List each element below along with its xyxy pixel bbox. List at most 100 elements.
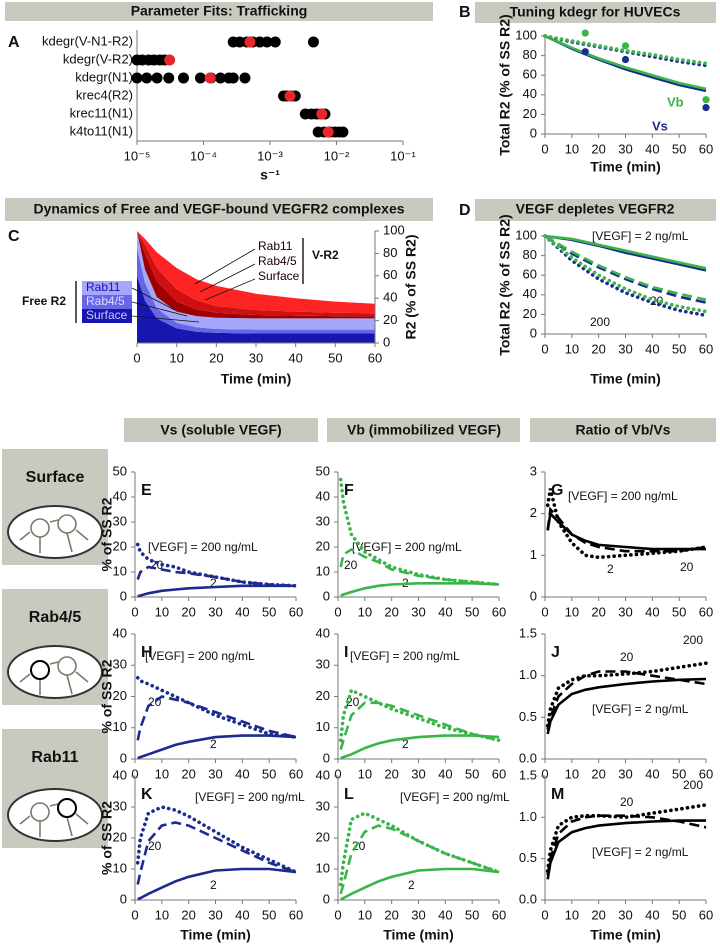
y-tick-label: 0 — [323, 750, 330, 765]
title-box — [475, 199, 716, 221]
y-tick-label: 30 — [316, 657, 330, 672]
annotation: 2 — [408, 878, 415, 892]
x-tick-label: 10 — [565, 766, 579, 781]
x-tick-label: 60 — [699, 604, 713, 619]
series-line — [137, 734, 297, 760]
panel-letter: E — [141, 482, 152, 499]
y-tick-label: 30 — [316, 798, 330, 813]
stacked-area — [137, 231, 375, 314]
x-tick-label: 40 — [645, 907, 659, 922]
y-tick-label: 0 — [530, 588, 537, 603]
x-tick-label: 60 — [492, 766, 506, 781]
title-box — [475, 2, 716, 23]
category-label: krec11(N1) — [70, 105, 133, 120]
panel-letter: K — [141, 786, 153, 803]
y-tick-label: 3 — [530, 463, 537, 478]
x-tick-label: 50 — [465, 604, 479, 619]
x-tick-label: 40 — [288, 350, 302, 365]
annotation: [VEGF] = 2 ng/mL — [592, 229, 689, 243]
fit-point — [151, 72, 163, 84]
annotation: [VEGF] = 2 ng/mL — [592, 702, 689, 716]
leader-line — [131, 287, 176, 311]
y-tick-label: 30 — [113, 657, 127, 672]
series-line — [543, 234, 708, 314]
x-tick-label: 0 — [541, 907, 548, 922]
annotation: [VEGF] = 2 ng/mL — [592, 845, 689, 859]
series-line — [543, 34, 708, 66]
x-tick-label: 30 — [618, 604, 632, 619]
panel-letter: F — [344, 482, 354, 499]
x-tick-label: 30 — [411, 604, 425, 619]
panel-letter: D — [459, 202, 471, 219]
y-tick-label: 0 — [383, 334, 390, 349]
x-tick-label: 0 — [131, 907, 138, 922]
y-tick-label: 20 — [523, 306, 537, 321]
x-tick-label: 20 — [591, 604, 605, 619]
data-point — [621, 55, 630, 64]
x-tick-label: 10⁻¹ — [390, 148, 416, 163]
annotation: 200 — [590, 315, 610, 329]
y-tick-label: 2 — [530, 505, 537, 520]
panel-letter: I — [344, 644, 348, 661]
leader-line — [204, 278, 256, 301]
y-tick-label: 10 — [113, 563, 127, 578]
x-tick-label: 30 — [249, 350, 263, 365]
x-tick-label: 50 — [262, 766, 276, 781]
y-tick-label: 100 — [515, 27, 537, 42]
y-axis-label: Total R2 (% of SS R2) — [497, 14, 513, 155]
y-tick-label: 0.0 — [519, 750, 537, 765]
x-tick-label: 10 — [155, 604, 169, 619]
panel-letter: L — [344, 786, 354, 803]
y-tick-label: 40 — [383, 290, 397, 305]
column-box — [327, 418, 520, 442]
fit-point — [322, 126, 334, 138]
panel-letter: A — [8, 34, 20, 51]
chart-title: Parameter Fits: Trafficking — [131, 3, 308, 19]
y-tick-label: 10 — [316, 719, 330, 734]
x-tick-label: 0 — [133, 350, 140, 365]
x-tick-label: 0 — [334, 766, 341, 781]
row-label: Rab4/5 — [29, 609, 82, 626]
series-line — [544, 234, 707, 304]
fit-point — [177, 72, 189, 84]
column-box — [124, 418, 318, 442]
stacked-area — [137, 231, 375, 330]
x-tick-label: 20 — [181, 604, 195, 619]
panel-letter: J — [551, 644, 560, 661]
legend-label: Rab11 — [258, 239, 293, 253]
legend-swatch — [82, 309, 132, 323]
legend-label: Rab4/5 — [258, 254, 297, 268]
x-tick-label: 60 — [699, 766, 713, 781]
panel-letter: G — [551, 482, 563, 499]
x-tick-label: 10 — [358, 766, 372, 781]
y-tick-label: 0 — [120, 750, 127, 765]
chart-title: Tuning kdegr for HUVECs — [510, 4, 681, 20]
y-axis-label: % of SS R2 — [99, 497, 115, 571]
x-tick-label: 50 — [262, 907, 276, 922]
x-tick-label: 60 — [289, 604, 303, 619]
y-tick-label: 100 — [383, 222, 405, 237]
data-point — [702, 103, 710, 112]
x-tick-label: 10 — [358, 907, 372, 922]
fit-point — [131, 72, 143, 84]
y-tick-label: 40 — [316, 767, 330, 782]
series-line — [340, 582, 500, 597]
y-tick-label: 40 — [113, 488, 127, 503]
panel-letter: H — [141, 644, 153, 661]
x-tick-label: 0 — [131, 604, 138, 619]
x-tick-label: 10⁻³ — [257, 148, 283, 163]
row-label: Rab11 — [31, 749, 78, 766]
y-tick-label: 30 — [113, 513, 127, 528]
x-tick-label: 50 — [672, 604, 686, 619]
category-label: kdegr(V-R2) — [63, 51, 133, 66]
fit-point — [244, 36, 256, 48]
y-tick-label: 30 — [113, 798, 127, 813]
series-line — [338, 477, 501, 587]
x-tick-label: 10 — [169, 350, 183, 365]
category-label: kdegr(N1) — [75, 69, 133, 84]
series-line — [136, 821, 297, 885]
cell-icons — [7, 505, 103, 842]
x-tick-label: 50 — [465, 766, 479, 781]
y-tick-label: 1.0 — [519, 809, 537, 824]
column-header: Vs (soluble VEGF) — [160, 422, 281, 438]
